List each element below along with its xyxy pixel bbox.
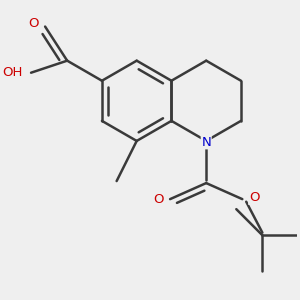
Text: N: N (201, 136, 211, 149)
Text: O: O (153, 193, 164, 206)
Text: O: O (28, 17, 39, 31)
Text: OH: OH (2, 66, 23, 79)
Text: O: O (249, 191, 259, 204)
